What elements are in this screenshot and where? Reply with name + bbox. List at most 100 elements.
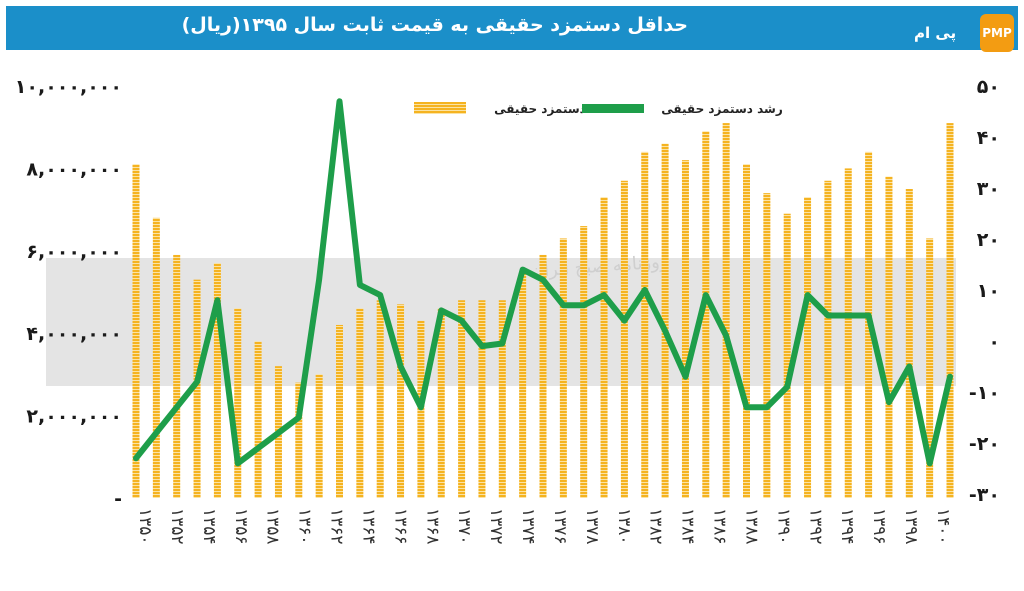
bar <box>844 168 852 498</box>
bar <box>315 374 323 498</box>
chart-title: حداقل دستمزد حقیقی به قیمت ثابت سال ۱۳۹۵… <box>181 14 688 36</box>
line-point <box>724 334 728 338</box>
x-tick-label: ۱۳۹۰ <box>773 508 793 545</box>
line-point <box>378 293 382 297</box>
line-point <box>175 405 179 409</box>
y-right-tick-label: ۰ <box>988 331 1000 353</box>
x-tick-label: ۱۳۹۲ <box>805 508 825 545</box>
y-right-tick-label: ۱۰ <box>977 280 1000 302</box>
x-tick-label: ۱۳۵۲ <box>167 508 187 545</box>
brand-badge: PMP <box>980 14 1014 52</box>
line-point <box>907 365 911 368</box>
bar <box>254 341 262 498</box>
y-right-tick-label: ۳۰ <box>977 178 1000 200</box>
bar <box>783 213 791 498</box>
x-tick-label: ۱۳۸۸ <box>741 508 761 545</box>
y-left-tick-label: ۸,۰۰۰,۰۰۰ <box>26 158 122 180</box>
legend-line-label: رشد دستمزد حقیقی <box>661 102 783 116</box>
line-point <box>338 99 341 103</box>
line-point <box>867 314 871 317</box>
brand-logo[interactable]: پی ام PMP <box>914 14 1014 52</box>
y-right-tick-label: ۴۰ <box>977 127 1000 149</box>
line-point <box>745 405 748 409</box>
line-point <box>806 293 810 297</box>
bar <box>234 308 242 498</box>
line-point <box>887 400 891 404</box>
bar <box>152 217 160 498</box>
y-right-tick-label: ۲۰ <box>977 229 1000 251</box>
line-point <box>521 268 525 272</box>
bar <box>519 271 527 498</box>
bar <box>132 164 140 498</box>
legend-bar-label: دستمزد حقیقی <box>494 102 586 116</box>
x-tick-label: ۱۳۶۰ <box>295 508 315 545</box>
y-left-tick-label: ۶,۰۰۰,۰۰۰ <box>26 241 122 263</box>
bar <box>580 226 588 498</box>
x-tick-label: ۱۳۸۶ <box>710 508 730 545</box>
bar <box>478 300 486 498</box>
bar <box>763 193 771 498</box>
line-point <box>154 431 158 435</box>
x-tick-label: ۱۳۵۰ <box>135 508 155 545</box>
bar <box>498 300 506 498</box>
line-point <box>561 303 565 307</box>
line-point <box>439 308 443 312</box>
line-point <box>826 314 830 317</box>
x-tick-label: ۱۳۷۸ <box>582 508 602 545</box>
x-tick-label: ۱۳۹۸ <box>901 508 921 545</box>
line-point <box>683 375 687 379</box>
bar <box>905 189 913 498</box>
legend: دستمزد حقیقی رشد دستمزد حقیقی <box>414 102 783 116</box>
bar <box>600 197 608 499</box>
x-tick-label: ۱۳۷۰ <box>454 508 474 545</box>
line-point <box>236 461 240 465</box>
line-point <box>948 375 952 379</box>
line-point <box>765 405 769 409</box>
bar <box>173 254 181 498</box>
x-tick-label: ۱۳۶۸ <box>422 508 442 545</box>
bar <box>295 382 303 498</box>
x-tick-label: ۱۳۷۶ <box>550 508 570 545</box>
line-point <box>785 385 789 389</box>
line-point <box>399 365 403 368</box>
y-left-tick-label: ۲,۰۰۰,۰۰۰ <box>26 406 122 428</box>
y-right-tick-label: -۳۰ <box>969 484 1000 506</box>
x-tick-label: ۱۳۸۴ <box>678 508 698 545</box>
line-point <box>256 446 260 450</box>
bar <box>397 304 405 498</box>
x-tick-label: ۱۳۶۴ <box>358 508 378 545</box>
y-right-tick-label: -۱۰ <box>969 382 1000 404</box>
bar <box>885 176 893 498</box>
brand-name: پی ام <box>914 24 957 42</box>
x-tick-label: ۱۳۹۴ <box>837 508 857 545</box>
line-point <box>541 278 545 282</box>
bar <box>620 180 628 498</box>
line-point <box>276 431 280 435</box>
x-tick-label: ۱۳۹۶ <box>869 508 889 545</box>
bar <box>641 151 649 499</box>
line-point <box>643 288 647 292</box>
title-bar: حداقل دستمزد حقیقی به قیمت ثابت سال ۱۳۹۵… <box>6 6 1018 52</box>
line-point <box>622 319 626 323</box>
bar <box>926 238 934 498</box>
line-point <box>500 342 504 346</box>
legend-bar-swatch <box>414 102 466 114</box>
bar <box>743 164 750 498</box>
y-left-tick-label: ۱۰,۰۰۰,۰۰۰ <box>15 76 122 98</box>
line-point <box>582 303 586 307</box>
line-point <box>704 293 708 297</box>
x-tick-label: ۱۳۵۴ <box>199 508 219 545</box>
x-tick-label: ۱۳۶۲ <box>327 508 347 545</box>
x-tick-label: ۱۴۰۰ <box>933 508 953 545</box>
y-right-tick-label: -۲۰ <box>969 433 1000 455</box>
line-point <box>358 283 362 287</box>
y-left-tick-label: ۴,۰۰۰,۰۰۰ <box>26 323 122 345</box>
bar <box>539 254 547 498</box>
line-point <box>602 293 606 297</box>
bar <box>376 300 384 498</box>
line-point <box>134 456 138 460</box>
bar <box>804 197 812 499</box>
bar <box>193 279 201 498</box>
x-tick-label: ۱۳۷۴ <box>518 508 538 545</box>
